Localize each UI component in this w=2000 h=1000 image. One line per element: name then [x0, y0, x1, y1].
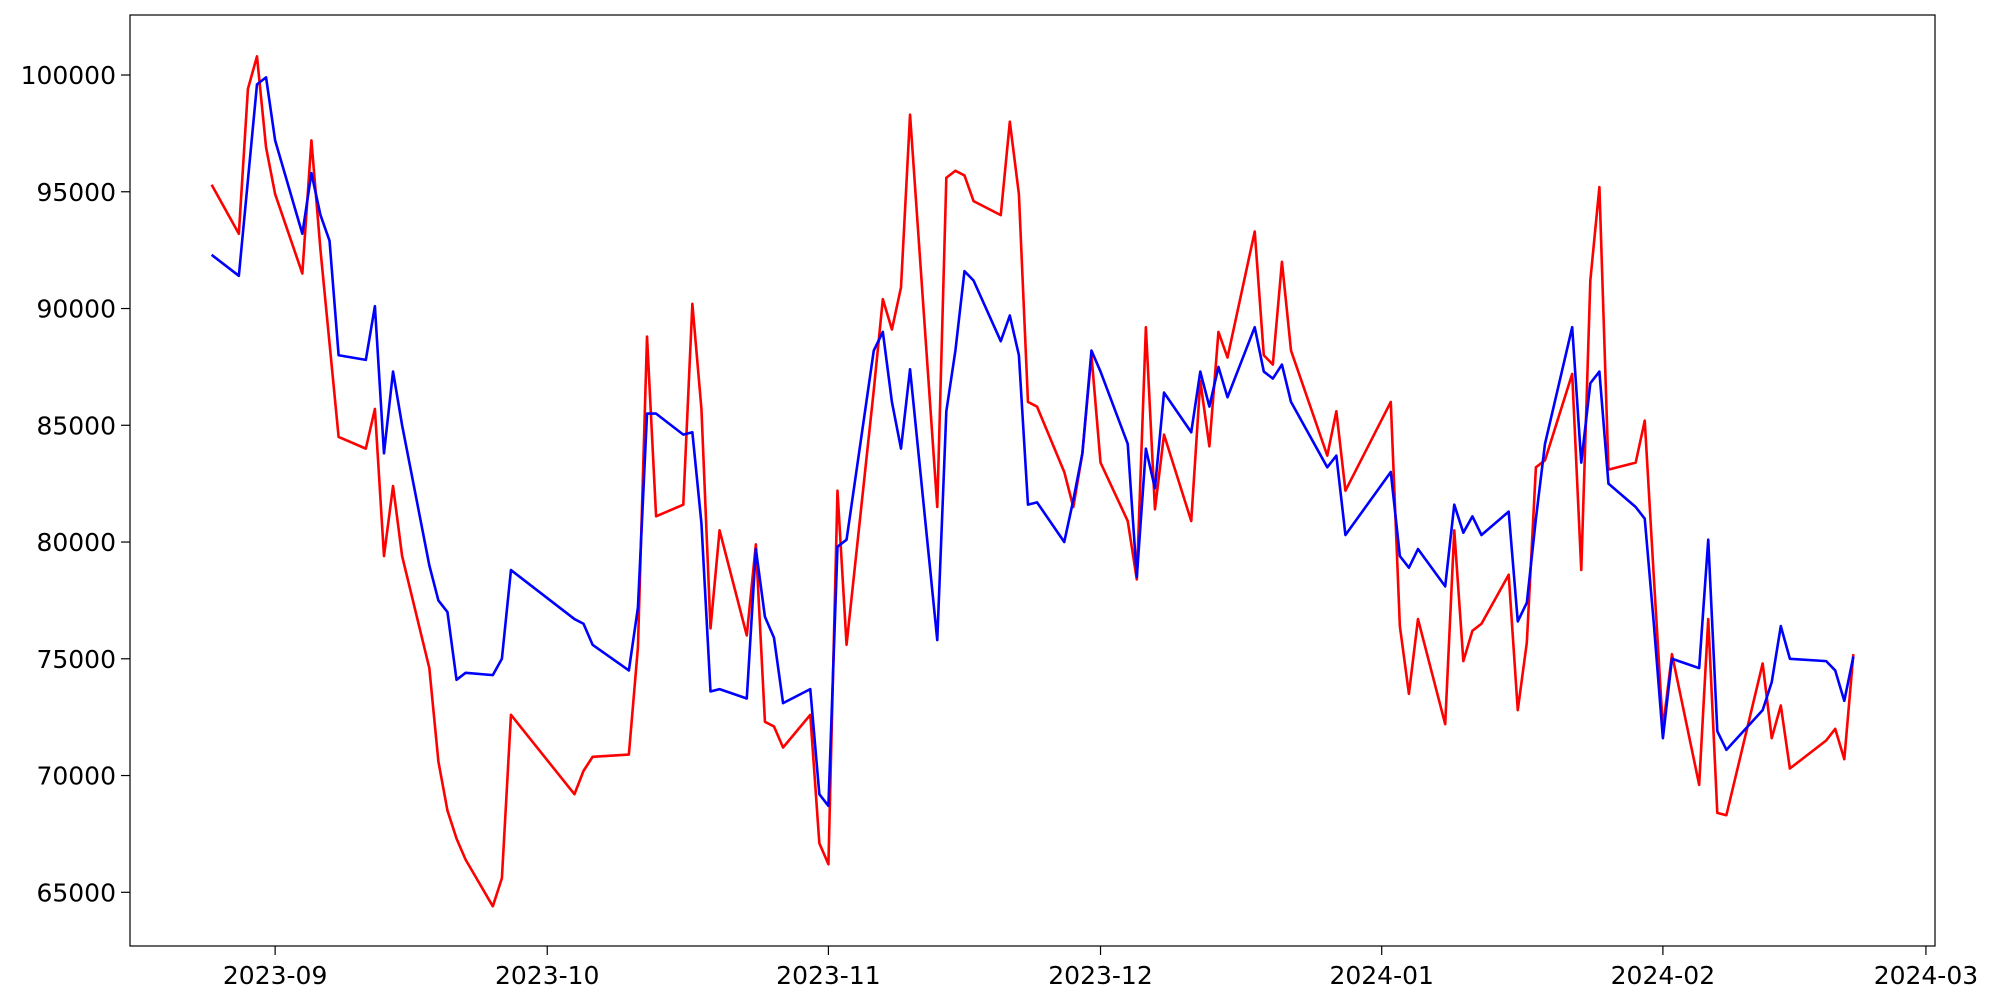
x-tick-label: 2023-11 [776, 961, 880, 990]
x-tick-label: 2023-12 [1048, 961, 1152, 990]
y-tick-label: 65000 [36, 878, 116, 907]
y-tick-label: 95000 [36, 178, 116, 207]
y-tick-label: 80000 [36, 528, 116, 557]
x-tick-label: 2023-09 [223, 961, 327, 990]
plot-frame [129, 14, 1936, 947]
y-tick-label: 85000 [36, 411, 116, 440]
y-tick-label: 100000 [21, 61, 116, 90]
x-tick-label: 2024-02 [1611, 961, 1715, 990]
x-tick-label: 2024-01 [1329, 961, 1433, 990]
y-tick-label: 90000 [36, 295, 116, 324]
y-tick-label: 75000 [36, 645, 116, 674]
y-tick-label: 70000 [36, 762, 116, 791]
data-line [210, 76, 1855, 808]
x-tick-label: 2024-03 [1874, 961, 1978, 990]
data-line [210, 55, 1855, 908]
x-tick-label: 2023-10 [495, 961, 599, 990]
